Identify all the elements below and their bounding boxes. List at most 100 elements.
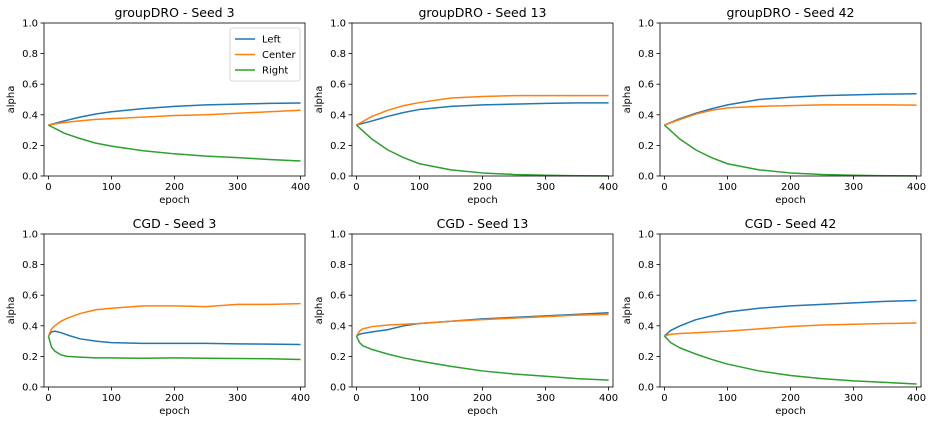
x-tick-label: 200 xyxy=(165,393,184,404)
subplot-title: CGD - Seed 13 xyxy=(437,216,529,231)
y-tick-label: 0.4 xyxy=(22,321,38,332)
x-tick-label: 300 xyxy=(536,182,555,193)
y-tick-label: 0.6 xyxy=(638,80,654,91)
y-axis-label: alpha xyxy=(622,297,633,325)
y-tick-label: 0.8 xyxy=(22,260,38,271)
series-line-right xyxy=(355,335,609,381)
y-axis-label: alpha xyxy=(6,297,17,325)
y-tick-label: 1.0 xyxy=(638,230,654,241)
x-tick-label: 300 xyxy=(844,393,863,404)
legend: Left Center Right xyxy=(229,27,301,82)
series-line-right xyxy=(48,124,301,162)
y-tick-label: 0.8 xyxy=(22,49,38,60)
x-tick-label: 300 xyxy=(844,182,863,193)
x-axis-label: epoch xyxy=(467,406,497,417)
x-tick-label: 100 xyxy=(102,393,121,404)
y-axis-label: alpha xyxy=(314,297,325,325)
axes-frame xyxy=(351,22,614,177)
x-tick-label: 0 xyxy=(661,182,667,193)
y-tick-label: 0.2 xyxy=(638,141,654,152)
x-tick-label: 100 xyxy=(102,182,121,193)
y-tick-label: 0.8 xyxy=(638,260,654,271)
y-tick-label: 0.6 xyxy=(330,291,346,302)
x-axis-label: epoch xyxy=(775,406,805,417)
y-tick-label: 0.0 xyxy=(638,383,654,394)
x-tick-label: 200 xyxy=(165,182,184,193)
subplot-2: groupDRO - Seed 13 0.0 0.2 0.4 0.6 0.8 1.0 0 100… xyxy=(314,5,618,206)
x-tick-label: 200 xyxy=(473,182,492,193)
y-tick-label: 0.0 xyxy=(638,172,654,183)
legend-label-right: Right xyxy=(262,66,288,77)
y-tick-label: 0.6 xyxy=(22,80,38,91)
y-tick-label: 0.8 xyxy=(638,49,654,60)
axes-frame xyxy=(659,233,922,388)
y-tick-label: 0.6 xyxy=(22,291,38,302)
x-axis-label: epoch xyxy=(159,406,189,417)
series-line-left xyxy=(356,102,609,126)
y-tick-label: 0.0 xyxy=(330,172,346,183)
subplot-title: CGD - Seed 3 xyxy=(133,216,217,231)
y-tick-label: 1.0 xyxy=(22,19,38,30)
subplot-title: CGD - Seed 42 xyxy=(745,216,837,231)
series-line-center xyxy=(356,94,609,126)
series-line-right xyxy=(663,124,917,177)
y-axis-label: alpha xyxy=(622,86,633,114)
x-axis-label: epoch xyxy=(775,195,805,206)
y-tick-label: 0.4 xyxy=(638,321,654,332)
series-line-center xyxy=(664,104,917,126)
y-axis-label: alpha xyxy=(6,86,17,114)
legend-box xyxy=(229,27,301,82)
subplot-5: CGD - Seed 13 0.0 0.2 0.4 0.6 0.8 1.0 0 100 200 30… xyxy=(314,216,618,417)
series-line-left xyxy=(47,330,301,346)
x-tick-label: 200 xyxy=(473,393,492,404)
x-tick-label: 300 xyxy=(536,393,555,404)
y-tick-label: 0.0 xyxy=(330,383,346,394)
x-tick-label: 400 xyxy=(599,182,618,193)
series-line-left xyxy=(48,102,301,126)
x-tick-label: 400 xyxy=(291,182,310,193)
x-tick-label: 200 xyxy=(781,393,800,404)
x-tick-label: 100 xyxy=(718,393,737,404)
y-tick-label: 0.4 xyxy=(638,110,654,121)
x-tick-label: 100 xyxy=(410,393,429,404)
axes-frame xyxy=(659,22,922,177)
y-tick-label: 0.2 xyxy=(638,352,654,363)
series-line-center xyxy=(48,109,301,126)
subplot-title: groupDRO - Seed 13 xyxy=(418,5,546,20)
y-tick-label: 1.0 xyxy=(330,230,346,241)
y-tick-label: 0.2 xyxy=(22,141,38,152)
x-tick-label: 300 xyxy=(228,393,247,404)
y-tick-label: 0.2 xyxy=(330,352,346,363)
y-tick-label: 0.4 xyxy=(330,321,346,332)
x-tick-label: 0 xyxy=(661,393,667,404)
x-axis-label: epoch xyxy=(159,195,189,206)
subplot-6: CGD - Seed 42 0.0 0.2 0.4 0.6 0.8 1.0 0 100 200 30… xyxy=(622,216,926,417)
series-line-right xyxy=(355,124,609,177)
x-tick-label: 400 xyxy=(291,393,310,404)
axes-frame xyxy=(351,233,614,388)
x-tick-label: 100 xyxy=(718,182,737,193)
subplot-title: groupDRO - Seed 3 xyxy=(114,5,234,20)
series-line-center xyxy=(355,313,609,337)
x-tick-label: 400 xyxy=(599,393,618,404)
axes-frame xyxy=(43,233,306,388)
y-tick-label: 0.0 xyxy=(22,172,38,183)
y-tick-label: 0.2 xyxy=(22,352,38,363)
y-tick-label: 0.8 xyxy=(330,49,346,60)
subplot-3: groupDRO - Seed 42 0.0 0.2 0.4 0.6 0.8 1.0 0 100… xyxy=(622,5,926,206)
x-tick-label: 0 xyxy=(45,393,51,404)
x-tick-label: 200 xyxy=(781,182,800,193)
x-tick-label: 0 xyxy=(353,393,359,404)
y-tick-label: 0.0 xyxy=(22,383,38,394)
y-tick-label: 0.6 xyxy=(638,291,654,302)
x-tick-label: 0 xyxy=(353,182,359,193)
axes-frame xyxy=(43,22,306,177)
x-tick-label: 400 xyxy=(907,182,926,193)
x-axis-label: epoch xyxy=(467,195,497,206)
y-tick-label: 0.4 xyxy=(330,110,346,121)
x-tick-label: 0 xyxy=(45,182,51,193)
y-tick-label: 0.2 xyxy=(330,141,346,152)
x-tick-label: 400 xyxy=(907,393,926,404)
subplot-4: CGD - Seed 3 0.0 0.2 0.4 0.6 0.8 1.0 0 100 200 300… xyxy=(6,216,310,417)
